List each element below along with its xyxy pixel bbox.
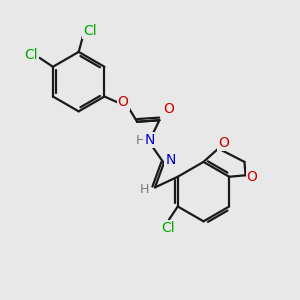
Text: O: O [218,136,229,150]
Text: N: N [165,153,176,167]
Text: Cl: Cl [161,221,175,235]
Text: O: O [163,102,174,116]
Text: H: H [140,183,149,196]
Text: N: N [144,133,155,147]
Text: H: H [136,134,146,147]
Text: O: O [247,170,258,184]
Text: O: O [118,95,129,110]
Text: Cl: Cl [83,24,97,38]
Text: Cl: Cl [24,48,38,62]
